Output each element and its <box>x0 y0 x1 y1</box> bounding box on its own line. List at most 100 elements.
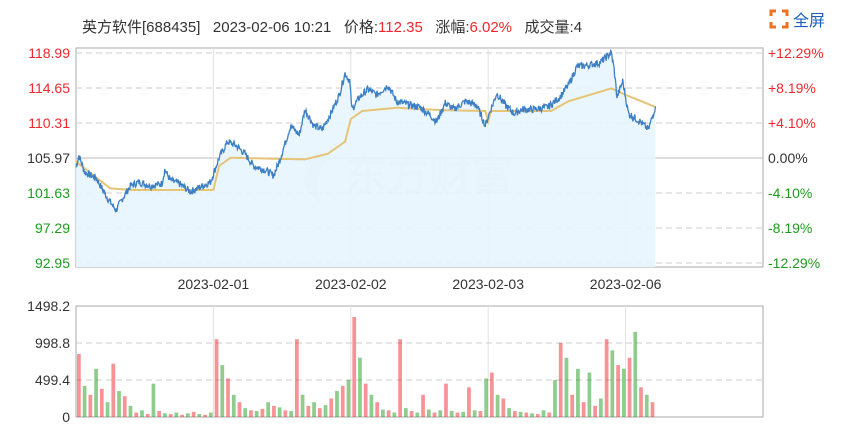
price-area <box>76 50 656 267</box>
change-label: 涨幅: <box>435 19 470 36</box>
volume-y-tick: 998.8 <box>35 335 70 351</box>
y-tick-left: 114.65 <box>28 80 70 96</box>
volume-bar <box>438 410 443 417</box>
volume-bar <box>512 411 517 417</box>
volume-bar <box>88 394 93 417</box>
volume-bar <box>415 412 420 417</box>
y-tick-right: -8.19% <box>768 220 812 236</box>
volume-bar <box>145 414 150 417</box>
volume-bar <box>134 412 139 417</box>
volume-bar <box>518 411 523 417</box>
change-value: 6.02% <box>469 19 513 36</box>
volume-bar <box>381 409 385 417</box>
volume-bar <box>323 405 328 417</box>
volume-bar <box>277 407 282 417</box>
volume-bar <box>610 350 615 417</box>
average-price-line <box>75 87 656 191</box>
volume-bar <box>386 410 391 417</box>
expand-icon <box>769 9 789 29</box>
volume-bar <box>214 339 219 417</box>
volume-bar <box>409 411 414 417</box>
volume-bar <box>168 414 173 417</box>
volume-bar <box>294 339 299 417</box>
volume-panel-frame <box>75 305 764 418</box>
fullscreen-button[interactable]: 全屏 <box>769 7 825 31</box>
volume-bar <box>616 365 620 417</box>
volume-bar <box>627 357 632 417</box>
volume-bar <box>157 411 162 417</box>
volume-bar <box>461 411 466 417</box>
volume-bar <box>300 394 305 417</box>
y-tick-right: +12.29% <box>768 45 824 61</box>
volume-bar <box>317 408 322 417</box>
volume-bar <box>237 402 242 417</box>
volume-y-tick: 499.4 <box>35 372 70 388</box>
volume-bar <box>484 378 489 417</box>
volume-bar <box>128 405 133 417</box>
volume-bar <box>621 368 626 417</box>
volume-y-tick: 0 <box>62 409 70 425</box>
y-tick-left: 110.31 <box>28 115 70 131</box>
volume-bar <box>243 408 248 417</box>
volume-bar <box>472 410 477 417</box>
volume-bar <box>358 357 362 417</box>
volume-bar <box>432 412 437 417</box>
volume-bar <box>180 414 184 417</box>
volume-bar <box>254 411 259 417</box>
volume-label: 成交量: <box>524 19 574 36</box>
volume-bar <box>576 368 580 417</box>
volume-bar <box>335 391 339 417</box>
volume-bar <box>403 408 408 417</box>
volume-bar <box>495 394 500 417</box>
y-tick-right: 0.00% <box>768 150 808 166</box>
volume-bar <box>185 413 190 417</box>
volume-bar <box>340 385 345 417</box>
datetime: 2023-02-06 10:21 <box>212 19 332 36</box>
y-tick-left: 118.99 <box>28 45 70 61</box>
volume-bar <box>266 402 271 417</box>
volume-bar <box>587 372 592 417</box>
y-tick-right: -4.10% <box>768 185 812 201</box>
y-tick-left: 105.97 <box>27 150 70 166</box>
volume-bar <box>455 412 460 417</box>
volume-bar <box>231 394 236 417</box>
volume-bar <box>226 378 230 417</box>
volume-bar <box>530 413 534 417</box>
volume-bar <box>524 412 529 417</box>
volume-bar <box>541 410 546 417</box>
volume-bar <box>329 398 334 417</box>
volume-bar <box>163 413 167 417</box>
volume-bar <box>122 396 127 417</box>
price-line <box>75 48 657 214</box>
x-tick-label: 2023-02-06 <box>590 276 662 292</box>
price-value: 112.35 <box>378 19 423 36</box>
volume-bar <box>478 411 483 417</box>
volume-bar <box>346 379 351 417</box>
volume-bar <box>564 357 569 417</box>
y-tick-left: 97.29 <box>35 220 70 236</box>
x-tick-label: 2023-02-01 <box>178 276 250 292</box>
volume-bar <box>444 383 448 417</box>
volume-bar <box>249 410 253 417</box>
volume-bar <box>581 402 586 417</box>
volume-bar <box>289 411 293 417</box>
y-tick-right: +4.10% <box>768 115 816 131</box>
x-tick-label: 2023-02-03 <box>452 276 524 292</box>
volume-bar <box>570 394 575 417</box>
volume-bar <box>140 410 144 417</box>
volume-bar <box>375 402 380 417</box>
volume-bar <box>553 379 557 417</box>
volume-bar <box>99 388 104 417</box>
volume-bar <box>306 405 311 417</box>
fullscreen-label: 全屏 <box>793 13 826 30</box>
volume-bar <box>535 414 540 417</box>
volume-bar <box>604 339 609 417</box>
volume-bar <box>197 414 202 417</box>
volume-bar <box>639 387 643 417</box>
volume-bar <box>174 412 179 417</box>
y-tick-right: +8.19% <box>768 80 816 96</box>
volume-bar <box>392 412 397 417</box>
volume-bar <box>220 365 225 417</box>
volume-bar <box>547 412 552 417</box>
